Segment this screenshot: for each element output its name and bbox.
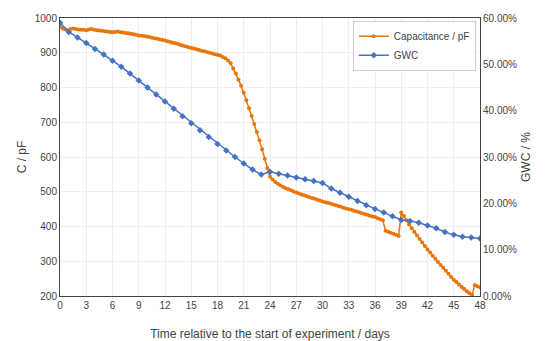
svg-text:10.00%: 10.00%: [483, 244, 517, 255]
svg-text:39: 39: [396, 300, 408, 311]
svg-text:700: 700: [40, 117, 57, 128]
svg-text:42: 42: [422, 300, 434, 311]
svg-text:C / pF: C / pF: [15, 141, 29, 174]
svg-text:33: 33: [343, 300, 355, 311]
svg-text:30: 30: [317, 300, 329, 311]
svg-text:300: 300: [40, 256, 57, 267]
svg-text:0: 0: [57, 300, 63, 311]
svg-text:48: 48: [474, 300, 486, 311]
svg-text:18: 18: [212, 300, 224, 311]
svg-text:GWC / %: GWC / %: [519, 132, 533, 182]
svg-text:9: 9: [136, 300, 142, 311]
svg-text:40.00%: 40.00%: [483, 105, 517, 116]
svg-text:1000: 1000: [35, 13, 58, 24]
svg-text:Time relative to the start of: Time relative to the start of experiment…: [150, 327, 390, 341]
svg-text:0.00%: 0.00%: [483, 291, 511, 302]
svg-text:24: 24: [264, 300, 276, 311]
svg-text:50.00%: 50.00%: [483, 59, 517, 70]
svg-text:21: 21: [238, 300, 250, 311]
svg-text:12: 12: [159, 300, 171, 311]
svg-text:30.00%: 30.00%: [483, 152, 517, 163]
svg-text:600: 600: [40, 152, 57, 163]
svg-text:200: 200: [40, 291, 57, 302]
svg-text:400: 400: [40, 221, 57, 232]
svg-text:15: 15: [186, 300, 198, 311]
svg-text:900: 900: [40, 47, 57, 58]
svg-text:500: 500: [40, 186, 57, 197]
svg-text:800: 800: [40, 82, 57, 93]
svg-text:6: 6: [110, 300, 116, 311]
svg-text:GWC: GWC: [394, 50, 418, 61]
svg-text:45: 45: [448, 300, 460, 311]
svg-text:60.00%: 60.00%: [483, 13, 517, 24]
svg-text:3: 3: [83, 300, 89, 311]
svg-text:36: 36: [369, 300, 381, 311]
svg-text:Capacitance / pF: Capacitance / pF: [394, 31, 470, 42]
svg-text:27: 27: [291, 300, 303, 311]
svg-text:20.00%: 20.00%: [483, 198, 517, 209]
